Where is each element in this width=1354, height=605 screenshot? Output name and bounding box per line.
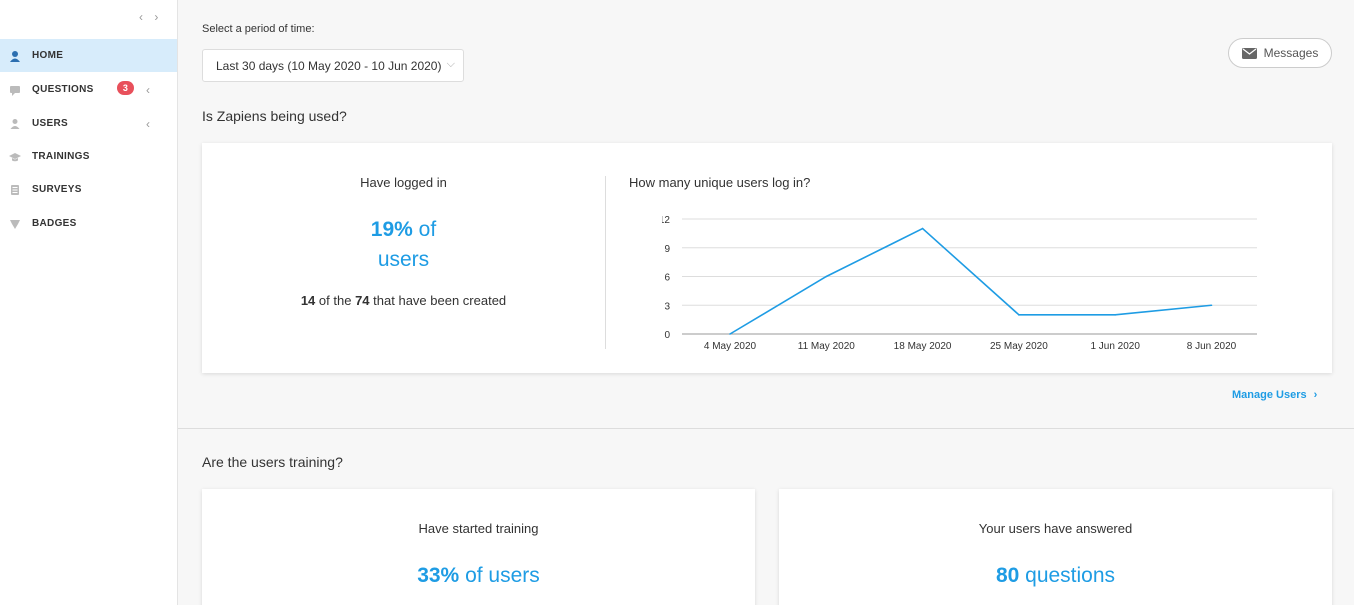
y-tick-label: 9 xyxy=(664,244,670,255)
data-point xyxy=(729,333,731,335)
training-section-title: Are the users training? xyxy=(202,454,343,470)
chevron-right-icon: › xyxy=(1313,389,1318,401)
y-tick-label: 0 xyxy=(664,330,670,341)
data-point xyxy=(1114,314,1116,316)
x-tick-label: 18 May 2020 xyxy=(894,341,952,352)
series-line xyxy=(729,227,1212,335)
started-training-tail: of users xyxy=(465,564,540,587)
logged-in-percent-value: 19% xyxy=(370,218,413,241)
answered-tail: questions xyxy=(1025,564,1116,587)
sidebar-item-label: USERS xyxy=(32,118,68,129)
questions-count-badge: 3 xyxy=(117,81,134,95)
sidebar-item-label: QUESTIONS xyxy=(32,84,94,95)
sidebar-item-home[interactable]: HOME xyxy=(0,39,177,72)
answered-count: 80 xyxy=(995,564,1020,587)
sidebar-item-label: BADGES xyxy=(32,218,77,229)
period-label: Select a period of time: xyxy=(202,23,315,35)
card-divider xyxy=(605,176,606,349)
data-point xyxy=(825,275,828,278)
home-icon xyxy=(10,50,20,62)
graduation-cap-icon xyxy=(9,152,21,161)
manage-users-link[interactable]: Manage Users › xyxy=(1232,389,1317,401)
x-tick-label: 1 Jun 2020 xyxy=(1090,341,1140,352)
logged-in-tail: that have been created xyxy=(373,293,507,308)
period-select-value: Last 30 days (10 May 2020 - 10 Jun 2020) xyxy=(216,58,442,73)
y-tick-label: 6 xyxy=(664,273,670,284)
badges-icon xyxy=(10,219,20,229)
sidebar-item-label: HOME xyxy=(32,50,64,61)
questions-icon xyxy=(10,85,20,96)
y-tick-label: 12 xyxy=(662,215,670,226)
section-divider xyxy=(178,428,1354,429)
started-training-percent: 33% xyxy=(417,564,460,587)
logged-in-mid: of the xyxy=(318,293,352,308)
sidebar-item-trainings[interactable]: TRAININGS xyxy=(0,140,177,173)
logged-in-summary: 14 of the 74 that have been created xyxy=(202,293,605,308)
chevron-left-icon[interactable]: ‹ xyxy=(146,116,151,131)
logged-in-heading: Have logged in xyxy=(360,175,447,190)
x-tick-label: 4 May 2020 xyxy=(704,341,757,352)
logged-in-percent: 19% of xyxy=(202,218,605,242)
logged-in-users-word: users xyxy=(377,248,430,271)
usage-card: Have logged in 19% of users 14 of the 74… xyxy=(202,143,1332,373)
surveys-icon xyxy=(11,184,19,195)
data-point xyxy=(1018,314,1020,316)
answered-heading: Your users have answered xyxy=(978,521,1133,536)
period-select[interactable]: Last 30 days (10 May 2020 - 10 Jun 2020)… xyxy=(202,49,464,82)
sidebar-item-questions[interactable]: QUESTIONS 3 ‹ xyxy=(0,73,177,106)
sidebar-collapse-toggle[interactable]: ‹ › xyxy=(139,10,163,24)
started-training-stat: 33% of users xyxy=(202,564,755,588)
started-training-heading: Have started training xyxy=(418,521,539,536)
logins-line-chart: 0 3 6 9 12 4 May 2020 11 May 2020 18 May 2020 25… xyxy=(662,215,1257,352)
x-tick-label: 25 May 2020 xyxy=(990,341,1048,352)
y-tick-label: 3 xyxy=(664,301,670,312)
answered-stat: 80 questions xyxy=(779,564,1332,588)
chevron-left-icon[interactable]: ‹ xyxy=(146,82,151,97)
manage-users-label: Manage Users xyxy=(1232,389,1307,401)
messages-label: Messages xyxy=(1263,46,1319,60)
x-tick-label: 11 May 2020 xyxy=(798,341,856,352)
started-training-card: Have started training 33% of users xyxy=(202,489,755,605)
chart-title: How many unique users log in? xyxy=(629,175,811,190)
sidebar-item-users[interactable]: USERS ‹ xyxy=(0,107,177,140)
logged-in-total: 74 xyxy=(355,293,370,308)
x-tick-label: 8 Jun 2020 xyxy=(1187,341,1237,352)
logged-in-of: of xyxy=(418,218,437,241)
data-point xyxy=(1210,304,1213,307)
messages-button[interactable]: Messages xyxy=(1228,38,1332,68)
sidebar: ‹ › HOME QUESTIONS 3 ‹ USERS ‹ TRAININGS… xyxy=(0,0,178,605)
sidebar-item-surveys[interactable]: SURVEYS xyxy=(0,173,177,206)
users-icon xyxy=(10,118,20,129)
sidebar-item-label: SURVEYS xyxy=(32,184,82,195)
envelope-icon xyxy=(1241,47,1257,59)
logged-in-count: 14 xyxy=(300,293,316,308)
data-point xyxy=(921,227,924,230)
sidebar-item-badges[interactable]: BADGES xyxy=(0,207,177,240)
chevron-down-icon: ⌵ xyxy=(446,58,455,70)
sidebar-item-label: TRAININGS xyxy=(32,151,90,162)
answered-card: Your users have answered 80 questions xyxy=(779,489,1332,605)
usage-section-title: Is Zapiens being used? xyxy=(202,108,347,124)
